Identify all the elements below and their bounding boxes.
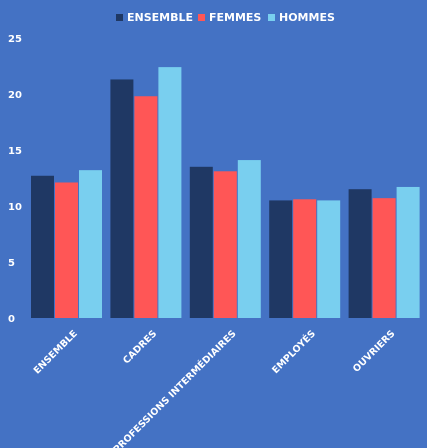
bar-femmes-5 — [372, 198, 396, 318]
x-tick-label: CADRES — [121, 328, 159, 366]
bar-ensemble-5 — [348, 189, 372, 318]
bar-hommes-4 — [317, 200, 341, 318]
legend-label-2: FEMMES — [209, 11, 261, 24]
y-tick-label: 15 — [8, 146, 22, 157]
bar-hommes-3 — [237, 160, 261, 318]
x-tick-label: OUVRIERS — [351, 328, 398, 375]
bar-femmes-3 — [213, 171, 237, 318]
bar-ensemble-3 — [189, 166, 213, 318]
legend-label-1: ENSEMBLE — [127, 11, 193, 24]
bar-hommes-5 — [396, 186, 420, 318]
legend-label-3: HOMMES — [279, 11, 335, 24]
y-tick-label: 25 — [8, 34, 22, 45]
bars — [31, 67, 420, 319]
x-tick-label: EMPLOYÉS — [270, 328, 319, 377]
bar-hommes-1 — [79, 170, 102, 318]
bar-ensemble-4 — [269, 200, 293, 318]
bar-hommes-2 — [158, 67, 182, 319]
legend-swatch-2 — [198, 14, 205, 21]
bar-femmes-1 — [55, 182, 78, 318]
bar-ensemble-2 — [110, 79, 134, 318]
x-tick-label: ENSEMBLE — [32, 328, 80, 376]
legend-swatch-1 — [116, 14, 123, 21]
y-tick-label: 10 — [8, 202, 22, 213]
legend-swatch-3 — [268, 14, 275, 21]
y-axis: 0 5 10 15 20 25 — [8, 34, 22, 325]
y-tick-label: 0 — [8, 314, 15, 325]
y-tick-label: 5 — [8, 258, 15, 269]
y-tick-label: 20 — [8, 90, 22, 101]
x-tick-label: PROFESSIONS INTERMÉDIAIRES — [111, 328, 239, 448]
bar-ensemble-1 — [31, 175, 54, 318]
bar-femmes-4 — [293, 199, 317, 318]
bar-femmes-2 — [134, 96, 158, 319]
legend: ENSEMBLE FEMMES HOMMES — [116, 11, 335, 24]
